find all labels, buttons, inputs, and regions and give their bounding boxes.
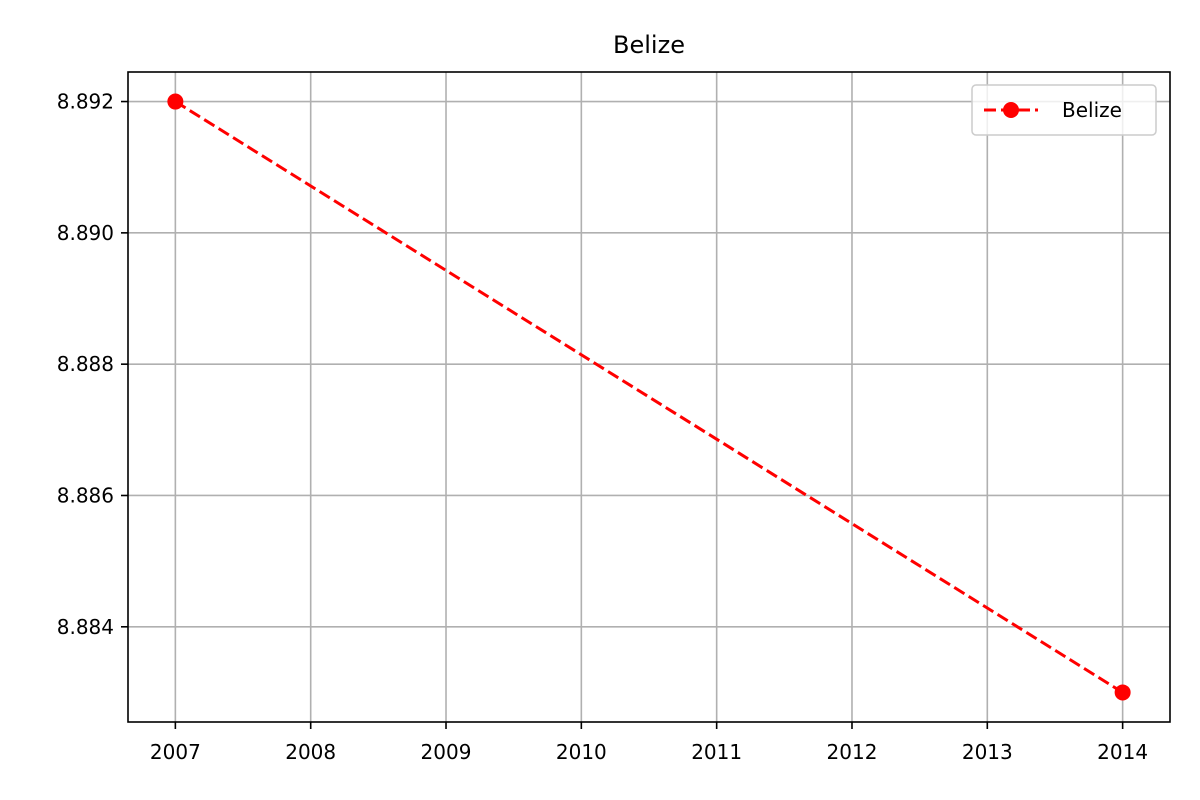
x-tick-label: 2014	[1097, 740, 1148, 764]
x-tick-label: 2013	[962, 740, 1013, 764]
y-tick-label: 8.884	[57, 615, 114, 639]
y-tick-label: 8.888	[57, 352, 114, 376]
y-tick-label: 8.886	[57, 483, 114, 507]
legend-marker-sample	[1003, 102, 1019, 118]
grid-lines	[128, 72, 1170, 722]
y-axis-ticks: 8.884 8.886 8.888 8.890 8.892	[57, 90, 128, 639]
chart-title: Belize	[613, 31, 685, 59]
x-tick-label: 2009	[421, 740, 472, 764]
x-tick-label: 2011	[691, 740, 742, 764]
x-tick-label: 2007	[150, 740, 201, 764]
data-point	[1114, 684, 1131, 701]
series-layer	[167, 93, 1131, 701]
plot-area-frame	[127, 71, 1171, 723]
y-tick-label: 8.890	[57, 221, 114, 245]
x-tick-label: 2010	[556, 740, 607, 764]
legend-box	[971, 84, 1157, 136]
x-tick-label: 2008	[285, 740, 336, 764]
x-tick-label: 2012	[827, 740, 878, 764]
legend: Belize	[971, 84, 1157, 136]
data-point	[167, 93, 184, 110]
y-tick-label: 8.892	[57, 90, 114, 114]
x-axis-ticks: 2007 2008 2009 2010 2011 2012 2013 2014	[150, 722, 1148, 764]
legend-label-belize: Belize	[1062, 98, 1122, 122]
